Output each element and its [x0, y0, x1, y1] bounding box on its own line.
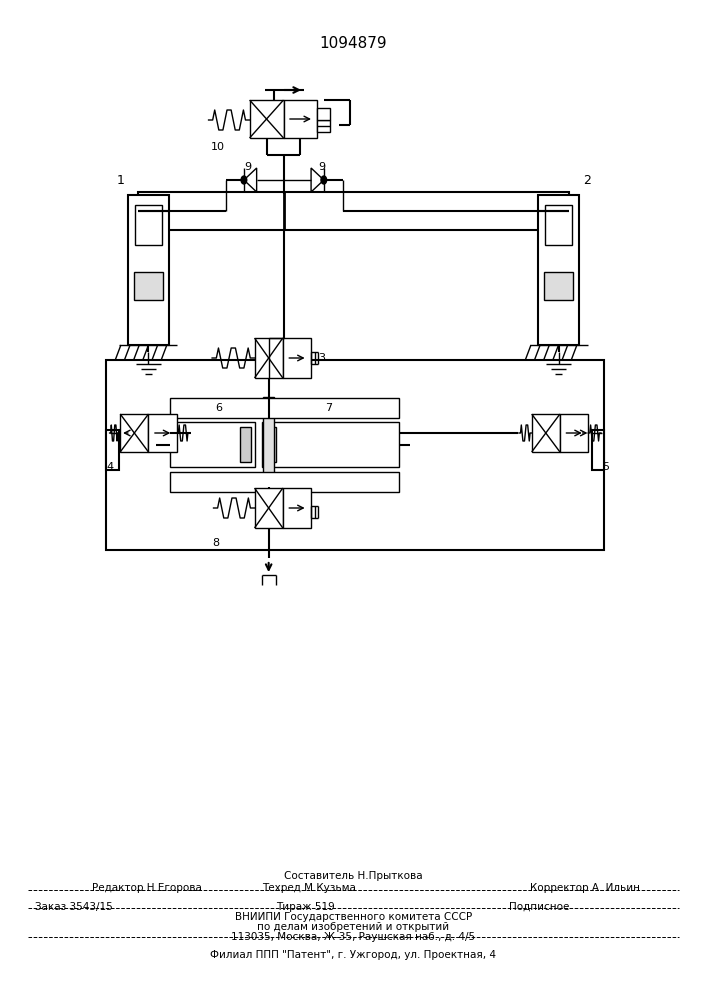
Text: 10: 10 — [211, 142, 225, 152]
Text: 113035, Москва, Ж-35, Раушская наб., д. 4/5: 113035, Москва, Ж-35, Раушская наб., д. … — [231, 932, 476, 942]
Bar — [317, 108, 330, 120]
Bar — [138, 192, 569, 230]
Bar — [284, 100, 317, 138]
Text: 9: 9 — [318, 162, 325, 172]
Text: 7: 7 — [325, 403, 332, 413]
Circle shape — [241, 176, 247, 184]
Text: ВНИИПИ Государственного комитета СССР: ВНИИПИ Государственного комитета СССР — [235, 912, 472, 922]
Bar — [263, 397, 274, 487]
Bar — [265, 427, 276, 462]
Text: 8: 8 — [212, 538, 219, 548]
Text: Филиал ППП "Патент", г. Ужгород, ул. Проектная, 4: Филиал ППП "Патент", г. Ужгород, ул. Про… — [211, 950, 496, 960]
Text: 5: 5 — [602, 462, 609, 472]
Text: 6: 6 — [216, 403, 223, 413]
Bar — [560, 414, 588, 452]
Bar — [283, 488, 311, 528]
Text: Техред М.Кузьма: Техред М.Кузьма — [262, 883, 356, 893]
Bar — [262, 422, 399, 467]
Bar — [120, 414, 148, 452]
Text: Тираж 519: Тираж 519 — [276, 902, 334, 912]
Bar — [148, 414, 177, 452]
Bar — [135, 205, 162, 245]
Bar — [317, 120, 330, 132]
Bar — [170, 422, 255, 467]
Bar — [283, 338, 311, 378]
Text: 3: 3 — [318, 353, 325, 363]
Bar — [544, 272, 573, 300]
Text: Заказ 3543/15: Заказ 3543/15 — [35, 902, 113, 912]
Text: 4: 4 — [106, 462, 113, 472]
Bar — [255, 488, 283, 528]
Text: Составитель Н.Прыткова: Составитель Н.Прыткова — [284, 871, 423, 881]
Bar — [538, 195, 579, 345]
Text: Корректор А. Ильин: Корректор А. Ильин — [530, 883, 641, 893]
Bar — [106, 360, 604, 550]
Circle shape — [321, 176, 327, 184]
Bar — [240, 427, 251, 462]
Bar — [134, 272, 163, 300]
Bar — [255, 338, 283, 378]
Bar — [545, 205, 572, 245]
Text: 1094879: 1094879 — [320, 36, 387, 51]
Text: 9: 9 — [244, 162, 251, 172]
Bar — [532, 414, 560, 452]
Text: по делам изобретений и открытий: по делам изобретений и открытий — [257, 922, 450, 932]
Bar — [170, 472, 399, 492]
Text: 2: 2 — [583, 174, 591, 186]
Bar — [250, 100, 284, 138]
Bar — [592, 430, 604, 470]
Text: Редактор Н.Егорова: Редактор Н.Егорова — [92, 883, 201, 893]
Bar — [170, 397, 399, 418]
Bar — [128, 195, 169, 345]
Text: Подписное: Подписное — [509, 902, 569, 912]
Bar — [106, 430, 119, 470]
Text: 1: 1 — [116, 174, 124, 186]
